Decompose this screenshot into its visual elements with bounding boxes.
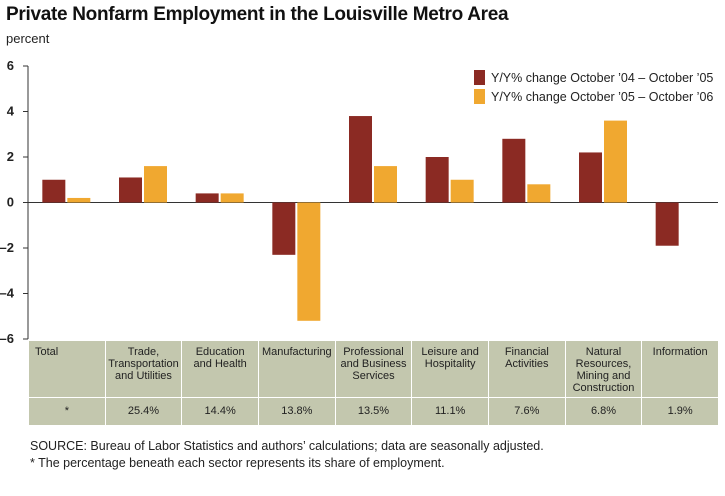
source-note: SOURCE: Bureau of Labor Statistics and a… xyxy=(30,439,544,453)
y-tick-label: 6 xyxy=(7,58,14,73)
bar-series-2 xyxy=(220,193,244,203)
y-tick-label: –6 xyxy=(0,331,14,345)
y-tick-label: 0 xyxy=(7,195,14,210)
y-tick-label: 4 xyxy=(7,104,15,119)
legend-swatch xyxy=(474,70,485,85)
y-tick-label: –4 xyxy=(0,286,15,301)
y-tick-label: 2 xyxy=(7,149,14,164)
bar-series-1 xyxy=(272,202,296,255)
share-footnote: * The percentage beneath each sector rep… xyxy=(30,456,445,470)
bar-series-2 xyxy=(527,184,551,203)
category-label: Professional and Business Services xyxy=(340,346,407,382)
employment-share: 1.9% xyxy=(667,405,693,417)
chart-title: Private Nonfarm Employment in the Louisv… xyxy=(6,4,509,25)
employment-share: 13.8% xyxy=(281,405,313,417)
bar-series-2 xyxy=(144,166,167,203)
y-axis-label: percent xyxy=(6,31,50,46)
y-tick-label: –2 xyxy=(0,240,14,255)
employment-share: 14.4% xyxy=(204,405,236,417)
bar-series-2 xyxy=(374,166,397,203)
category-column: Natural Resources, Mining and Constructi… xyxy=(564,341,642,425)
bar-series-1 xyxy=(349,116,372,203)
employment-share: 11.1% xyxy=(434,405,466,417)
bar-series-1 xyxy=(655,202,679,246)
category-column: Trade, Transportation and Utilities 25.4% xyxy=(104,341,182,425)
bar-series-1 xyxy=(195,193,219,203)
employment-share: * xyxy=(64,405,69,417)
category-column: Leisure and Hospitality 11.1% xyxy=(411,341,488,425)
category-label: Education and Health xyxy=(193,346,247,370)
legend-entry: Y/Y% change October ’04 – October ’05 xyxy=(491,71,713,85)
category-label: Natural Resources, Mining and Constructi… xyxy=(572,346,635,394)
category-column: Information 1.9% xyxy=(641,341,718,425)
bar-chart: 6 4 2 0 –2 –4 –6 Y/Y% change October ’04 – Oct… xyxy=(0,58,718,345)
notes: SOURCE: Bureau of Labor Statistics and a… xyxy=(30,438,544,472)
category-label: Financial Activities xyxy=(504,346,549,370)
category-label: Information xyxy=(652,346,708,358)
bar-series-1 xyxy=(425,157,449,203)
category-column: Education and Health 14.4% xyxy=(181,341,258,425)
bar-series-2 xyxy=(297,202,321,321)
legend-entry: Y/Y% change October ’05 – October ’06 xyxy=(491,90,713,104)
category-column: Financial Activities 7.6% xyxy=(488,341,565,425)
bar-series-2 xyxy=(450,179,474,203)
category-column: Professional and Business Services 13.5% xyxy=(334,341,412,425)
category-label: Leisure and Hospitality xyxy=(421,346,479,370)
employment-share: 25.4% xyxy=(127,405,160,417)
employment-share: 6.8% xyxy=(590,405,617,417)
bar-series-2 xyxy=(67,197,91,203)
employment-share: 13.5% xyxy=(357,405,390,417)
bar-series-1 xyxy=(579,152,602,203)
category-column: Manufacturing 13.8% xyxy=(258,341,335,425)
employment-share: 7.6% xyxy=(514,405,540,417)
bar-series-1 xyxy=(42,179,66,203)
legend-swatch xyxy=(474,89,485,104)
bar-series-1 xyxy=(119,177,142,203)
bar-series-2 xyxy=(604,120,627,203)
bar-series-1 xyxy=(502,138,526,203)
category-column: Total * xyxy=(28,341,105,425)
category-label: Total xyxy=(35,346,59,358)
category-table: Total * Trade, Transportation and Utilitie… xyxy=(28,341,718,425)
category-label: Manufacturing xyxy=(261,346,332,358)
category-label: Trade, Transportation and Utilities xyxy=(108,346,179,382)
table-row-divider xyxy=(28,397,718,398)
